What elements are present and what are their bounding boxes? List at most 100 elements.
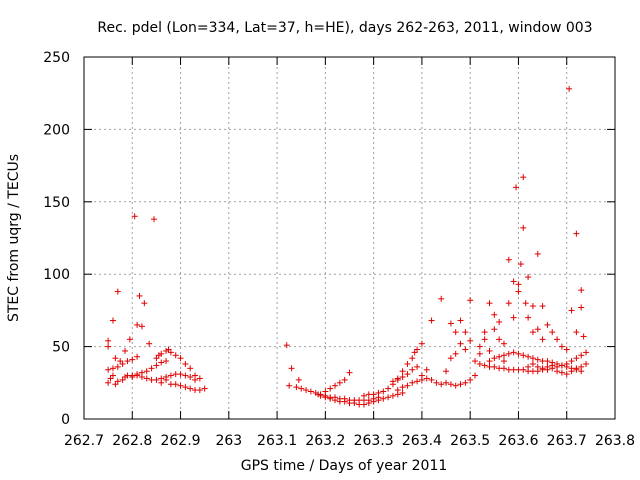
data-point	[153, 376, 160, 383]
x-tick-label: 263.4	[402, 433, 442, 449]
data-point	[158, 359, 165, 366]
data-point	[389, 378, 396, 385]
data-point	[496, 353, 503, 360]
x-tick-label: 263.1	[257, 433, 297, 449]
data-point	[177, 382, 184, 389]
data-point	[112, 355, 119, 362]
data-point	[399, 374, 406, 381]
data-point	[375, 389, 382, 396]
x-tick-label: 263.8	[595, 433, 635, 449]
data-point	[182, 360, 189, 367]
data-point	[380, 395, 387, 402]
data-point	[158, 379, 165, 386]
data-point	[385, 385, 392, 392]
data-point	[423, 375, 430, 382]
data-point	[462, 346, 469, 353]
data-point	[409, 366, 416, 373]
data-point	[500, 340, 507, 347]
data-point	[566, 85, 573, 92]
data-point	[549, 362, 556, 369]
data-point	[138, 374, 145, 381]
data-point	[414, 346, 421, 353]
data-point	[109, 372, 116, 379]
data-point	[558, 362, 565, 369]
data-point	[447, 320, 454, 327]
x-tick-labels: 262.7 262.8 262.9 263 263.1 263.2 263.3 263.4 26…	[64, 433, 635, 449]
x-tick-label: 263.7	[547, 433, 587, 449]
data-point	[583, 360, 590, 367]
data-point	[136, 292, 143, 299]
data-point	[578, 287, 585, 294]
data-point	[476, 360, 483, 367]
data-point	[452, 350, 459, 357]
data-point	[529, 360, 536, 367]
data-point	[399, 389, 406, 396]
data-point	[539, 336, 546, 343]
data-point	[117, 358, 124, 365]
data-point	[452, 329, 459, 336]
data-point	[481, 336, 488, 343]
data-point	[534, 250, 541, 257]
data-point	[177, 355, 184, 362]
data-point	[360, 392, 367, 399]
data-point	[105, 337, 112, 344]
data-point	[515, 350, 522, 357]
data-point	[481, 362, 488, 369]
data-point	[539, 303, 546, 310]
data-point	[438, 295, 445, 302]
data-point	[544, 363, 551, 370]
data-point	[491, 311, 498, 318]
data-points	[105, 85, 590, 408]
data-point	[568, 368, 575, 375]
data-point	[187, 365, 194, 372]
data-point	[404, 382, 411, 389]
data-point	[122, 347, 129, 354]
data-point	[414, 363, 421, 370]
data-point	[563, 346, 570, 353]
data-point	[522, 300, 529, 307]
data-point	[409, 379, 416, 386]
data-point	[394, 376, 401, 383]
data-point	[167, 349, 174, 356]
y-tick-label: 250	[43, 50, 70, 66]
data-point	[303, 387, 310, 394]
data-point	[491, 355, 498, 362]
data-point	[196, 375, 203, 382]
y-tick-label: 0	[61, 412, 70, 428]
data-point	[573, 230, 580, 237]
axis-ticks	[83, 56, 616, 420]
data-point	[467, 337, 474, 344]
data-point	[510, 278, 517, 285]
data-point	[447, 381, 454, 388]
data-point	[452, 382, 459, 389]
x-tick-label: 262.7	[64, 433, 104, 449]
data-point	[500, 365, 507, 372]
data-point	[554, 336, 561, 343]
data-point	[365, 397, 372, 404]
data-point	[163, 358, 170, 365]
data-point	[172, 352, 179, 359]
data-point	[370, 391, 377, 398]
data-point	[457, 381, 464, 388]
data-point	[177, 371, 184, 378]
data-point	[286, 382, 293, 389]
data-point	[549, 329, 556, 336]
data-point	[515, 281, 522, 288]
data-point	[583, 349, 590, 356]
data-point	[114, 363, 121, 370]
data-point	[196, 387, 203, 394]
data-point	[134, 321, 141, 328]
data-point	[513, 184, 520, 191]
data-point	[182, 372, 189, 379]
data-point	[134, 372, 141, 379]
data-point	[467, 376, 474, 383]
data-point	[520, 352, 527, 359]
data-point	[578, 352, 585, 359]
x-tick-label: 262.9	[160, 433, 200, 449]
data-point	[317, 391, 324, 398]
data-point	[558, 369, 565, 376]
data-point	[491, 363, 498, 370]
data-point	[476, 343, 483, 350]
data-point	[496, 336, 503, 343]
